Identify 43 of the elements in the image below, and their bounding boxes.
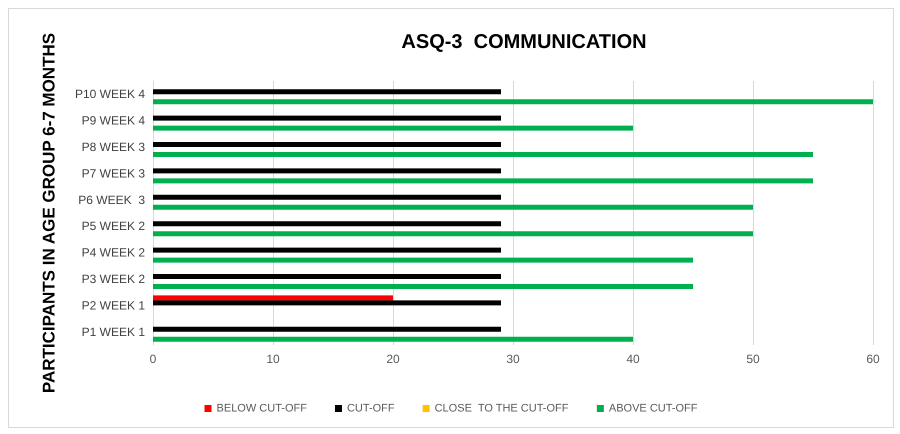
x-tick-label: 50: [746, 352, 760, 366]
y-tick-label: P5 WEEK 2: [82, 219, 146, 234]
y-tick-label: P8 WEEK 3: [82, 140, 146, 154]
chart-title: ASQ-3 COMMUNICATION: [401, 31, 647, 53]
y-axis-title: PARTICIPANTS IN AGE GROUP 6-7 MONTHS: [40, 32, 58, 394]
legend-label: CLOSE TO THE CUT-OFF: [434, 402, 569, 414]
y-tick-label: P7 WEEK 3: [82, 166, 146, 180]
legend-label: ABOVE CUT-OFF: [608, 402, 698, 414]
bar: [153, 99, 873, 104]
x-tick-label: 0: [150, 352, 157, 366]
x-tick-label: 30: [506, 352, 520, 366]
x-tick-label: 20: [386, 352, 400, 366]
legend-label: CUT-OFF: [346, 402, 395, 414]
y-tick-label: P2 WEEK 1: [82, 298, 146, 312]
bar: [153, 178, 813, 184]
legend-label: BELOW CUT-OFF: [216, 402, 308, 414]
x-tick-label: 40: [626, 352, 640, 366]
bar: [153, 126, 633, 131]
y-tick-label: P4 WEEK 2: [82, 246, 146, 260]
bar: [153, 168, 501, 174]
y-tick-label: P6 WEEK 3: [78, 192, 146, 207]
y-tick-label: P9 WEEK 4: [82, 114, 146, 128]
bar: [153, 284, 693, 289]
bar: [153, 336, 633, 342]
bar: [153, 274, 501, 279]
bar: [153, 248, 501, 253]
bar: [153, 326, 501, 332]
bar: [153, 194, 501, 200]
y-tick-label: P3 WEEK 2: [82, 272, 146, 286]
y-tick-label: P1 WEEK 1: [82, 324, 146, 339]
bar: [153, 221, 501, 226]
bar: [153, 152, 813, 157]
bar: [153, 300, 501, 306]
bar: [153, 295, 393, 300]
bar: [153, 142, 501, 147]
x-tick-label: 10: [266, 352, 280, 366]
bar: [153, 258, 693, 263]
bar: [153, 116, 501, 121]
bar: [153, 231, 753, 236]
x-tick-label: 60: [866, 352, 880, 366]
bar: [153, 204, 753, 210]
bar: [153, 89, 501, 94]
y-tick-label: P10 WEEK 4: [74, 87, 146, 102]
